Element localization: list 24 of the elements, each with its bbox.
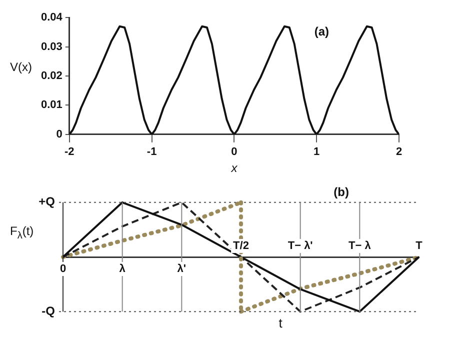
- x-axis-title: x: [230, 161, 238, 176]
- ref-line-label: -Q: [42, 304, 55, 318]
- x-tick-label: 0: [231, 146, 238, 158]
- x-tick-label: 1: [314, 146, 320, 158]
- x-tick-label: T− λ: [348, 240, 371, 252]
- x-tick-label: T/2: [233, 240, 249, 252]
- x-tick-label: λ: [119, 263, 126, 276]
- x-tick-label: T: [416, 240, 423, 252]
- y-tick-label: 0.04: [40, 12, 64, 24]
- ref-line-label: +Q: [38, 194, 55, 209]
- y-axis-title: V(x): [10, 60, 32, 74]
- y-tick-label: 0.01: [40, 99, 62, 112]
- x-tick-label: λ': [177, 263, 186, 276]
- annotation: (a): [314, 24, 329, 39]
- x-tick-label: T− λ': [288, 240, 314, 252]
- y-axis-title: F$_{λ}$(t): [10, 224, 34, 242]
- x-axis-title: t: [278, 316, 283, 331]
- x-tick-label: 2: [396, 146, 402, 158]
- y-tick-label: 0: [56, 128, 62, 140]
- x-tick-label: -1: [146, 146, 157, 158]
- y-tick-label: 0.02: [40, 70, 62, 82]
- y-tick-label: 0.03: [40, 40, 62, 53]
- x-tick-label: -2: [64, 146, 74, 158]
- text: (b): [334, 185, 349, 199]
